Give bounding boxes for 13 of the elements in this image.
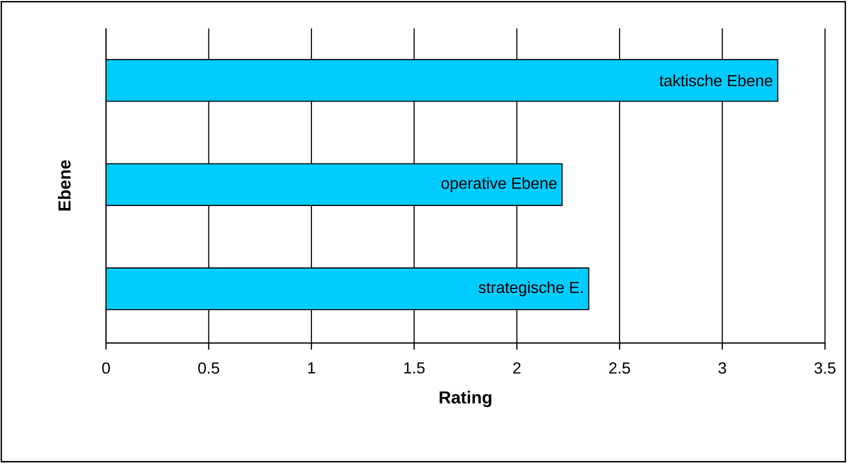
y-tick-label: strategische E. (478, 281, 583, 296)
x-tick-label: 1.5 (404, 362, 425, 374)
x-tick-label: 0.5 (198, 362, 220, 374)
x-tick-label: 2 (513, 362, 520, 374)
y-axis-title: Ebene (58, 160, 71, 211)
y-tick-label: taktische Ebene (659, 74, 772, 86)
y-tick-label: operative Ebene (441, 177, 557, 192)
x-tick-label: 1 (308, 362, 316, 374)
x-tick-label: 3.5 (814, 362, 836, 374)
x-axis-title: Rating (440, 390, 492, 408)
x-tick-label: 2.5 (609, 362, 630, 374)
x-tick-label: 3 (718, 362, 726, 374)
x-tick-label: 0 (102, 362, 110, 374)
